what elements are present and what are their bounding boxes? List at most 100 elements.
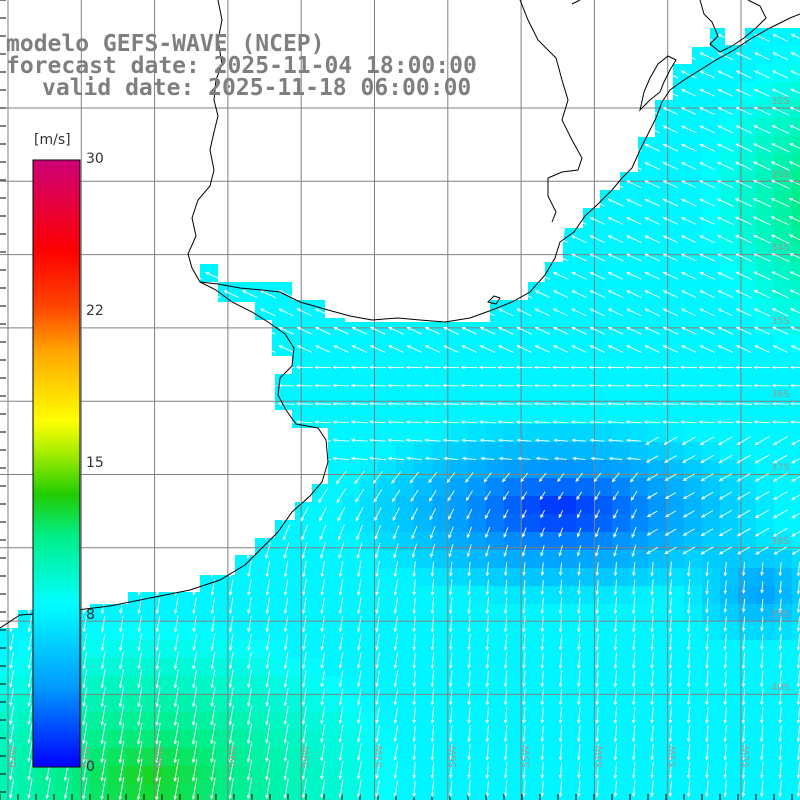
speed-cell (486, 352, 505, 371)
wind-arrow (778, 780, 782, 798)
wind-arrow (424, 180, 441, 189)
speed-cell (234, 406, 253, 425)
wind-arrow (136, 542, 143, 560)
speed-cell (630, 82, 649, 101)
speed-cell (756, 190, 775, 209)
wind-arrow (356, 524, 363, 541)
wind-arrow (207, 470, 219, 485)
speed-cell (576, 784, 595, 800)
wind-arrow (447, 490, 455, 502)
wind-arrow (296, 198, 313, 207)
speed-cell (792, 208, 800, 227)
wind-arrow (442, 401, 460, 406)
wind-arrow (430, 652, 435, 670)
speed-cell (666, 100, 685, 119)
wind-arrow (265, 778, 271, 800)
wind-arrow (700, 528, 714, 536)
wind-arrow (296, 290, 313, 298)
speed-cell (252, 388, 271, 407)
speed-cell (522, 370, 541, 389)
speed-cell (414, 262, 433, 281)
speed-cell (486, 118, 505, 137)
wind-arrow (228, 651, 234, 670)
wind-arrow (723, 616, 728, 632)
speed-cell (198, 370, 217, 389)
wind-arrow (607, 272, 624, 280)
wind-arrow (735, 52, 752, 61)
wind-arrow (226, 488, 237, 504)
speed-cell (450, 532, 469, 551)
wind-arrow (571, 235, 587, 244)
speed-cell (612, 118, 631, 137)
speed-cell (612, 298, 631, 317)
wind-arrow (131, 438, 149, 442)
wind-arrow (356, 743, 362, 762)
speed-cell (576, 568, 595, 587)
wind-arrow (205, 180, 221, 189)
speed-cell (270, 550, 289, 569)
speed-cell (414, 460, 433, 479)
speed-cell (162, 28, 181, 29)
wind-arrow (131, 326, 148, 335)
wind-arrow (406, 107, 422, 115)
speed-cell (540, 622, 559, 641)
wind-arrow (661, 365, 679, 370)
wind-arrow (533, 365, 551, 370)
speed-cell (648, 226, 667, 245)
speed-cell (126, 28, 145, 29)
speed-cell (414, 496, 433, 515)
speed-cell (234, 28, 253, 29)
speed-cell (702, 712, 721, 731)
speed-cell (306, 316, 325, 335)
speed-cell (234, 226, 253, 245)
wind-arrow (369, 107, 386, 115)
speed-cell (162, 712, 181, 731)
wind-arrow (112, 456, 130, 461)
speed-cell (450, 190, 469, 209)
speed-cell (378, 604, 397, 623)
speed-cell (306, 118, 325, 137)
speed-cell (378, 694, 397, 713)
wind-arrow (770, 179, 790, 189)
wind-arrow (375, 597, 380, 615)
speed-cell (108, 262, 127, 281)
speed-cell (522, 136, 541, 155)
speed-cell (558, 514, 577, 533)
speed-cell (540, 136, 559, 155)
speed-cell (792, 226, 800, 245)
speed-cell (270, 154, 289, 173)
speed-cell (216, 262, 235, 281)
wind-arrow (428, 471, 438, 484)
wind-arrow (778, 598, 783, 613)
speed-cell (144, 424, 163, 443)
speed-cell (216, 496, 235, 515)
speed-cell (378, 550, 397, 569)
speed-cell (234, 712, 253, 731)
wind-arrow (735, 107, 752, 116)
wind-arrow (650, 780, 654, 798)
speed-cell (342, 100, 361, 119)
speed-cell (648, 190, 667, 209)
speed-cell (594, 658, 613, 677)
wind-arrow (479, 107, 496, 115)
wind-arrow (82, 579, 88, 596)
speed-cell (378, 280, 397, 299)
speed-cell (756, 136, 775, 155)
wind-arrow (168, 290, 185, 298)
wind-arrow (686, 670, 691, 688)
wind-arrow (411, 543, 417, 559)
speed-cell (486, 190, 505, 209)
wind-arrow (606, 365, 624, 370)
speed-cell (612, 28, 631, 29)
wind-arrow (3, 308, 20, 317)
speed-cell (162, 280, 181, 299)
wind-arrow (173, 669, 179, 689)
wind-arrow (479, 217, 496, 225)
speed-cell (522, 388, 541, 407)
speed-cell (396, 154, 415, 173)
wind-arrow (314, 401, 332, 406)
wind-arrow (388, 34, 404, 42)
wind-arrow (626, 345, 642, 353)
wind-arrow (186, 383, 203, 388)
speed-cell (324, 622, 343, 641)
